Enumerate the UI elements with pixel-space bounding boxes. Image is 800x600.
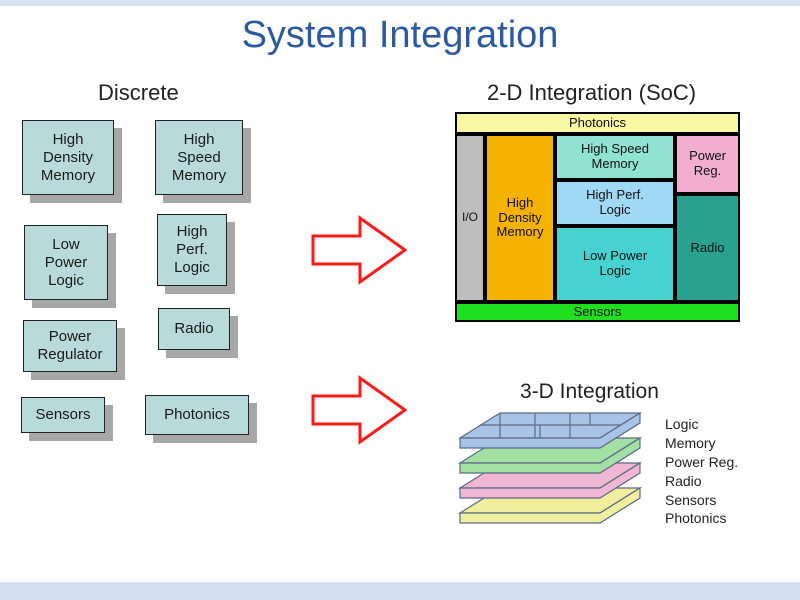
discrete-box-lpl: LowPowerLogic <box>24 225 108 300</box>
arrow-icon <box>305 370 415 450</box>
discrete-box-label: HighPerf.Logic <box>174 223 210 277</box>
discrete-box-radio: Radio <box>158 308 230 350</box>
soc-hdm: HighDensityMemory <box>485 134 555 302</box>
accent-top-bar <box>0 0 800 6</box>
stack-label-item: Power Reg. <box>665 453 738 472</box>
soc-block-label: High SpeedMemory <box>581 142 649 172</box>
soc-hsm: High SpeedMemory <box>555 134 675 180</box>
soc-lpl: Low PowerLogic <box>555 226 675 302</box>
soc-sensors: Sensors <box>455 302 740 322</box>
page-title: System Integration <box>0 14 800 57</box>
discrete-box-label: HighDensityMemory <box>41 131 95 185</box>
discrete-box-sensors: Sensors <box>21 397 105 433</box>
discrete-box-label: Photonics <box>164 406 230 424</box>
soc-block-label: Photonics <box>569 116 626 131</box>
stack-3d <box>440 408 650 558</box>
discrete-box-label: Radio <box>174 320 213 338</box>
soc-photonics: Photonics <box>455 112 740 134</box>
soc-hpl: High Perf.Logic <box>555 180 675 226</box>
accent-bottom-bar <box>0 582 800 600</box>
soc-block-label: PowerReg. <box>689 149 726 179</box>
arrow-icon <box>305 210 415 290</box>
discrete-box-label: HighSpeedMemory <box>172 131 226 185</box>
discrete-box-label: Sensors <box>35 406 90 424</box>
soc-block-label: Sensors <box>574 305 622 320</box>
soc-block-label: HighDensityMemory <box>497 196 544 241</box>
soc-block-label: High Perf.Logic <box>586 188 644 218</box>
stack-label-item: Logic <box>665 415 738 434</box>
discrete-box-hpl: HighPerf.Logic <box>157 214 227 286</box>
soc-pwr: PowerReg. <box>675 134 740 194</box>
section-label-threed: 3-D Integration <box>520 380 659 404</box>
section-label-discrete: Discrete <box>98 80 179 106</box>
stack-label-item: Memory <box>665 434 738 453</box>
soc-block-label: Low PowerLogic <box>583 249 647 279</box>
discrete-box-photonics: Photonics <box>145 395 249 435</box>
discrete-box-pwr: PowerRegulator <box>23 320 117 372</box>
discrete-box-label: PowerRegulator <box>37 328 102 364</box>
stack-label-item: Sensors <box>665 491 738 510</box>
stack-labels: Logic Memory Power Reg. Radio Sensors Ph… <box>665 415 738 528</box>
section-label-soc: 2-D Integration (SoC) <box>487 80 696 106</box>
soc-block-label: I/O <box>462 211 478 225</box>
stack-label-item: Radio <box>665 472 738 491</box>
soc-io: I/O <box>455 134 485 302</box>
soc-block-label: Radio <box>691 241 725 256</box>
soc-radio: Radio <box>675 194 740 302</box>
stack-label-item: Photonics <box>665 509 738 528</box>
discrete-box-label: LowPowerLogic <box>45 236 88 290</box>
discrete-box-hsm: HighSpeedMemory <box>155 120 243 195</box>
discrete-box-hdm: HighDensityMemory <box>22 120 114 195</box>
